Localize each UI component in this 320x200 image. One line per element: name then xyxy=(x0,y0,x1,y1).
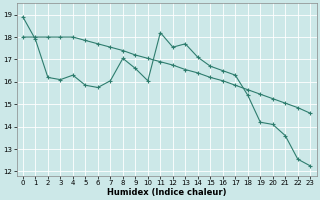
X-axis label: Humidex (Indice chaleur): Humidex (Indice chaleur) xyxy=(107,188,226,197)
